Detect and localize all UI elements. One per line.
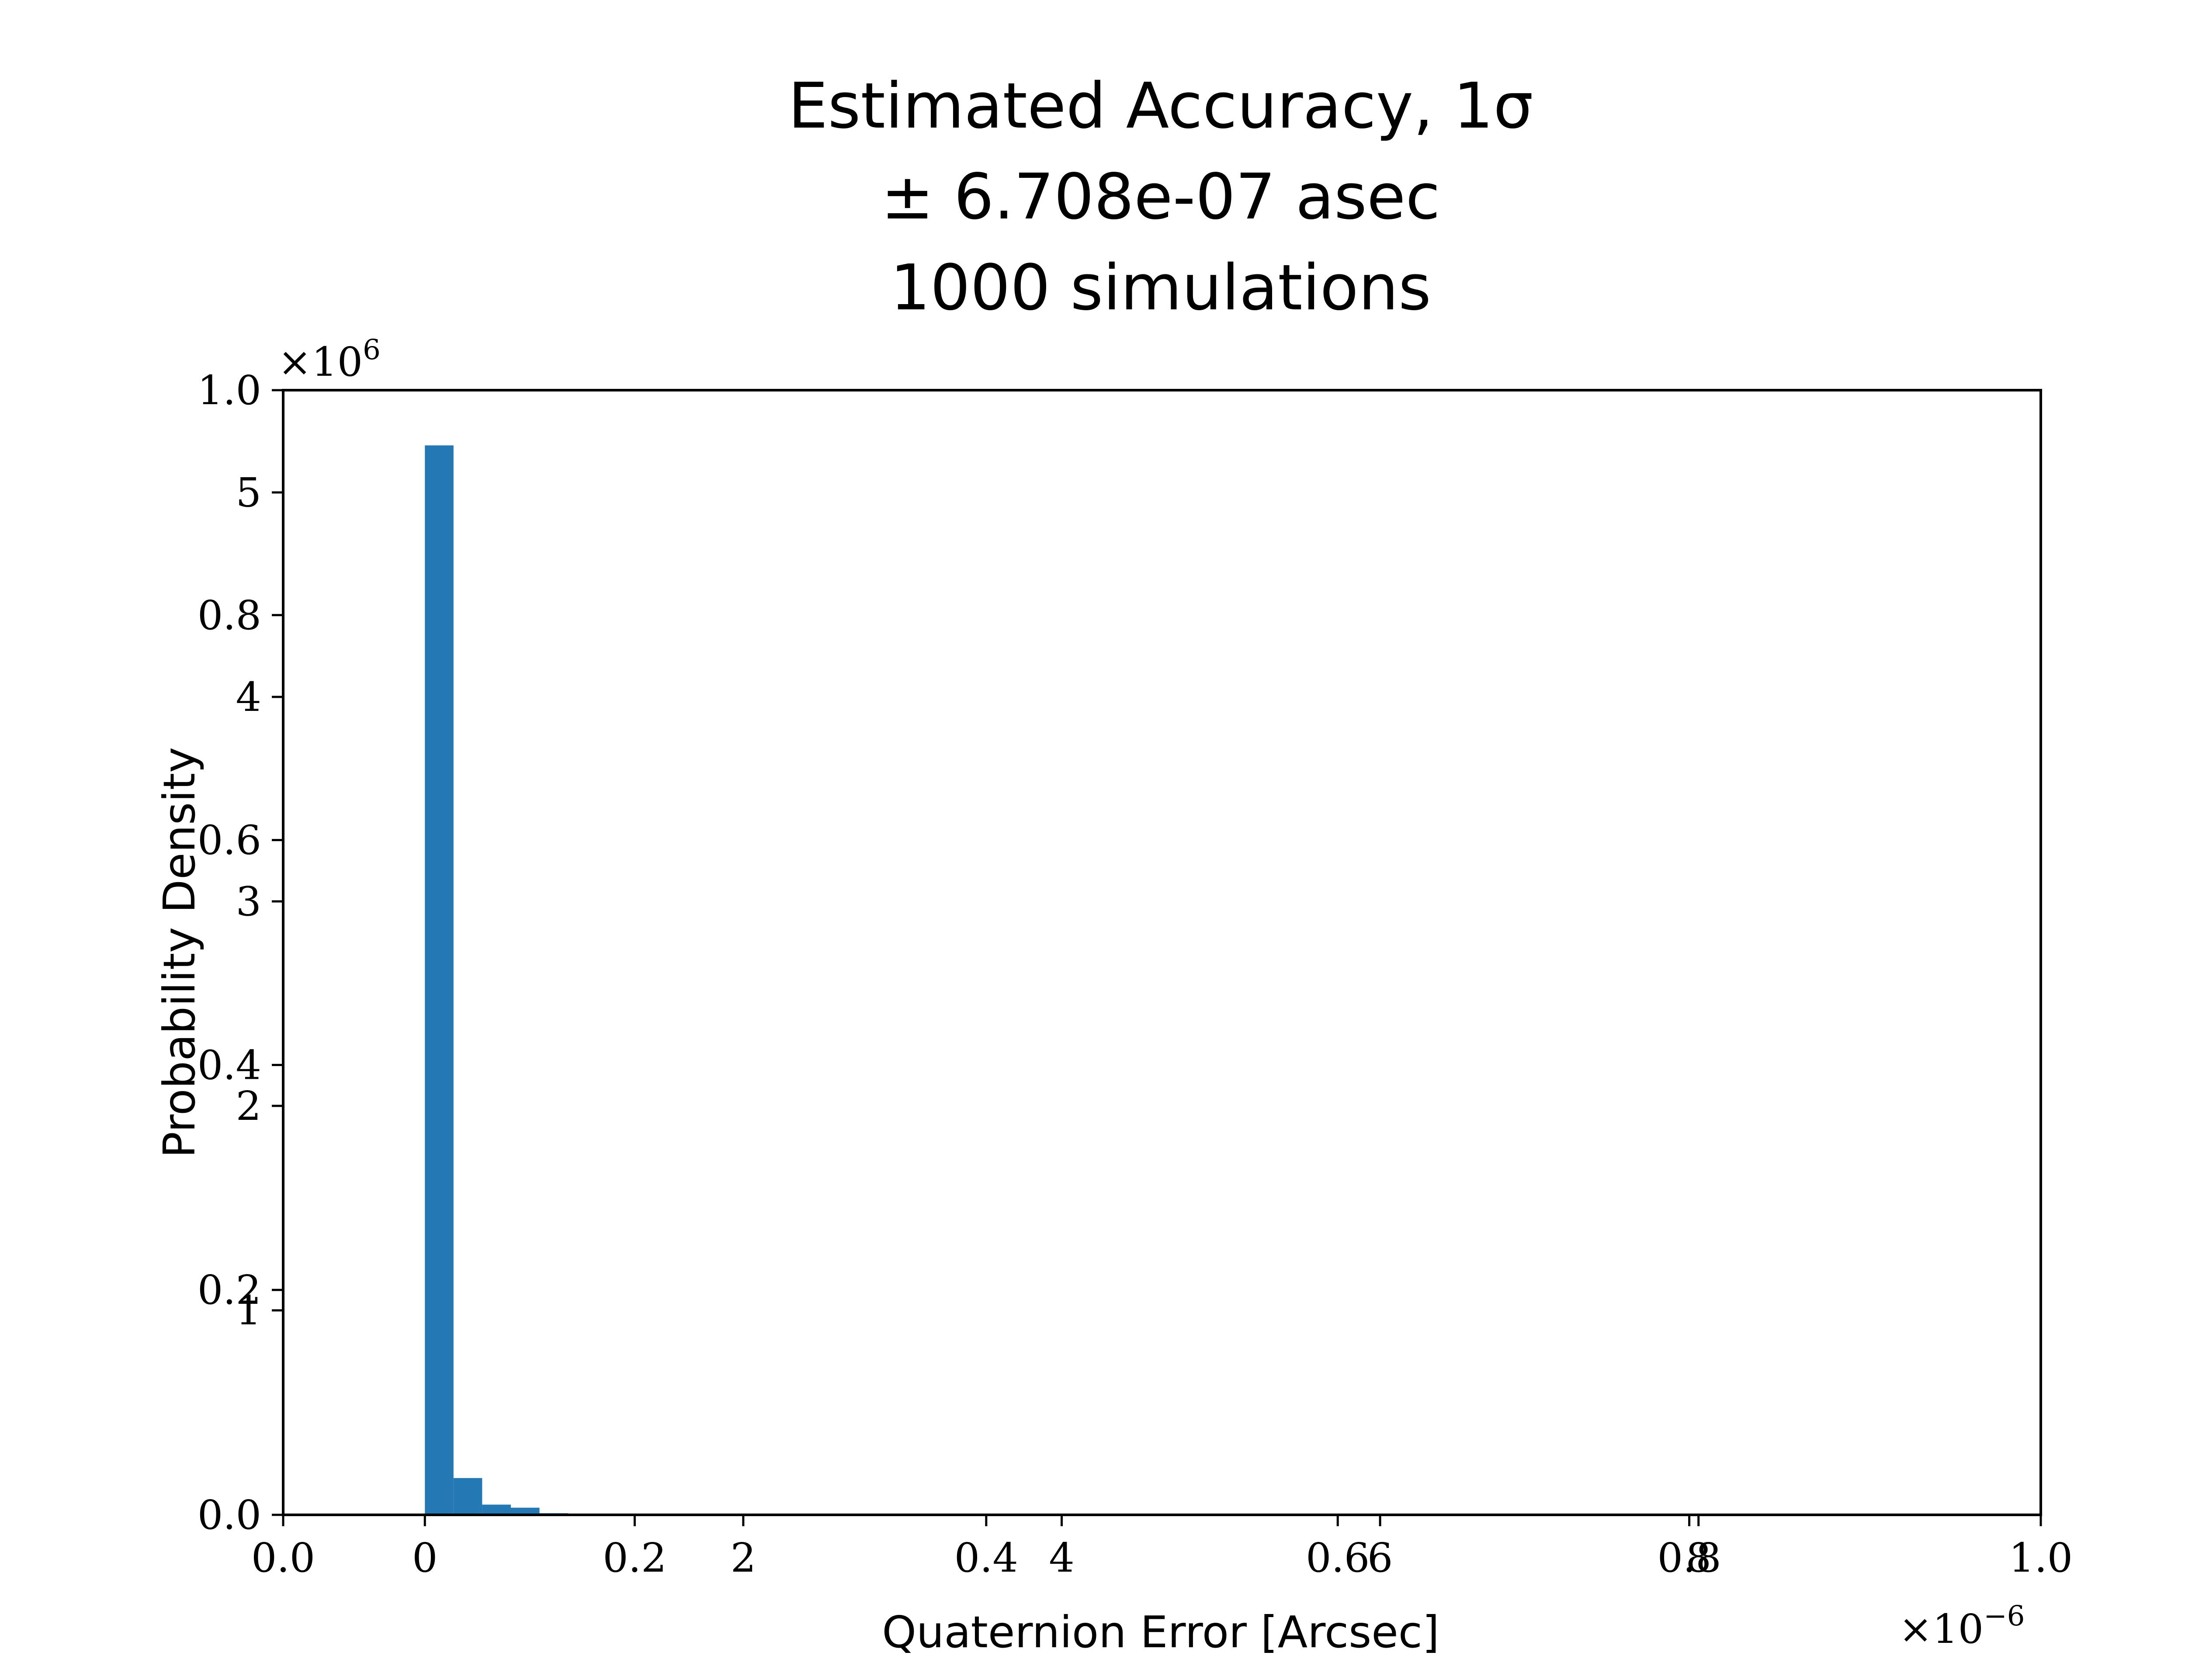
y-frame-tick-label: 1.0 [198,367,261,414]
y-data-ticks: 1 2 3 4 5 [236,469,283,1334]
x-frame-tick-label: 0.8 [1657,1535,1721,1581]
chart-title-line-1: Estimated Accuracy, 1σ [788,69,1533,142]
y-frame-ticks: 0.0 0.2 0.4 0.6 0.8 1.0 [198,367,283,1538]
histogram-bars [425,445,569,1515]
x-frame-tick-label: 1.0 [2009,1535,2073,1581]
y-multiplier-base: ×10 [278,339,363,385]
chart-title-line-3: 1000 simulations [890,251,1431,324]
x-data-tick-label: 6 [1367,1535,1393,1581]
y-axis-label: Probability Density [154,747,205,1158]
y-frame-tick-label: 0.6 [198,817,261,864]
y-multiplier-exponent: 6 [363,334,381,366]
x-data-tick-label: 2 [731,1535,756,1581]
x-data-tick-label: 8 [1686,1535,1711,1581]
x-axis-label: Quaternion Error [Arcsec] [882,1607,1439,1658]
y-data-tick-label: 3 [236,878,261,925]
histogram-bar-0 [425,445,454,1515]
x-frame-tick-label: 0.2 [603,1535,666,1581]
x-frame-ticks: 0.0 0.2 0.4 0.6 0.8 1.0 [251,1515,2073,1581]
y-frame-tick-label: 0.0 [198,1492,261,1538]
histogram-bar-3 [510,1507,540,1515]
chart-title-line-2: ± 6.708e-07 asec [881,160,1440,233]
histogram-bar-2 [482,1504,511,1515]
y-data-tick-label: 5 [236,469,261,516]
plot-area-frame [282,389,2042,1516]
x-axis-multiplier: ×10−6 [1899,1600,2025,1652]
histogram-bar-1 [453,1478,482,1515]
x-frame-tick-label: 0.0 [251,1535,315,1581]
x-frame-tick-label: 0.4 [954,1535,1018,1581]
x-frame-tick-label: 0.6 [1306,1535,1370,1581]
y-frame-tick-label: 0.2 [198,1267,261,1313]
x-data-tick-label: 4 [1049,1535,1075,1581]
y-frame-tick-label: 0.4 [198,1042,261,1088]
x-multiplier-exponent: −6 [1984,1600,2025,1632]
x-data-ticks: 0 2 4 6 8 [412,1515,1711,1581]
y-data-tick-label: 1 [236,1287,261,1334]
y-data-tick-label: 2 [236,1083,261,1129]
x-multiplier-base: ×10 [1899,1606,1984,1652]
y-frame-tick-label: 0.8 [198,592,261,639]
y-axis-multiplier: ×106 [278,334,381,385]
x-data-tick-label: 0 [412,1535,438,1581]
y-data-tick-label: 4 [236,674,261,720]
